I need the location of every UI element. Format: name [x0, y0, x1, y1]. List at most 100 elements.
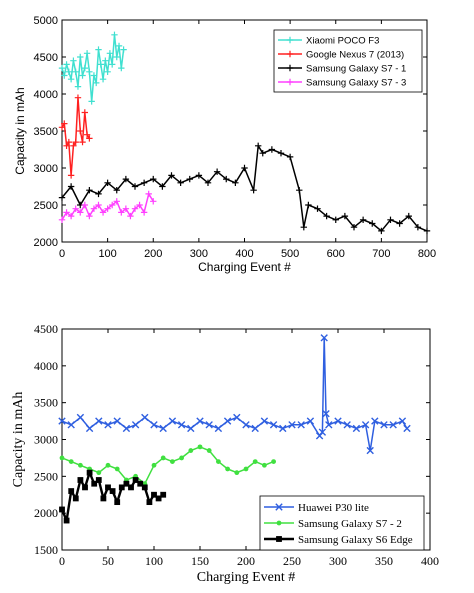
chart-2-series-2-point	[271, 459, 276, 464]
chart-2-series-1-point	[104, 421, 112, 429]
chart-2-series-2-point	[197, 444, 203, 450]
chart-1-series-2-point	[79, 138, 86, 146]
chart-2-series-3-point	[137, 480, 144, 487]
chart-1-series-3-point	[150, 175, 157, 183]
chart-2-capacity-line-chart: 0 50 100 150 200 250 300 350 400 1500 2000 2500 3000…	[11, 322, 439, 585]
chart-2-y-tick-label: 2500	[34, 469, 58, 483]
chart-1-series-1-point	[77, 53, 84, 61]
chart-1-series-4-point	[72, 205, 79, 212]
chart-2-series-1-point	[131, 421, 140, 429]
chart-1-series-1-point	[104, 68, 111, 75]
chart-1-series-1-point	[113, 53, 120, 61]
chart-1-x-tick-label: 500	[281, 248, 299, 260]
chart-1-ticks: 0 100 200 300 400 500 600 700 800 2000 2500 3000 350…	[34, 15, 437, 260]
chart-1-series-1-point	[72, 68, 79, 75]
chart-2-series-1-point	[380, 421, 388, 429]
chart-1-y-tick-label: 2000	[34, 237, 58, 249]
chart-1-series-3-point	[314, 205, 321, 212]
chart-2-series-1-point	[260, 417, 269, 425]
chart-2-y-tick-label: 4000	[34, 359, 58, 373]
chart-2-series-3-point	[59, 506, 65, 513]
chart-2-x-tick-label: 150	[191, 554, 209, 568]
chart-1-series-1-point	[93, 79, 100, 87]
chart-1-series-4-point	[95, 201, 102, 209]
chart-1-series-3-point	[104, 179, 111, 186]
chart-1-series-2-point	[61, 120, 68, 127]
chart-1-series-3-point	[359, 216, 367, 223]
chart-2-series-3-point	[105, 484, 111, 491]
chart-1-series-4-point	[127, 212, 134, 220]
chart-1-series-1-point	[120, 46, 127, 53]
chart-2-series-1-point	[76, 413, 85, 422]
chart-1-series-3-point	[396, 220, 403, 227]
chart-1-series-4-point	[90, 205, 98, 212]
chart-2-series-1-point	[322, 410, 330, 418]
chart-1-series-1-point	[74, 83, 82, 90]
chart-2-y-tick-label: 2000	[34, 506, 58, 520]
chart-1-series-1-point	[90, 72, 98, 79]
chart-1-series-3-point	[350, 224, 358, 231]
chart-2-series-2-point	[114, 466, 120, 472]
chart-1-series-1-point	[81, 64, 89, 72]
chart-1-series-4-point	[99, 209, 107, 216]
chart-2-series-1-point	[251, 424, 259, 433]
chart-1-series-1-point	[118, 64, 125, 72]
chart-2-series-2-point	[78, 462, 83, 468]
chart-1-series-4-point	[58, 216, 66, 223]
chart-2-series-3-point	[82, 484, 88, 491]
chart-1-series-3-point	[186, 175, 193, 183]
chart-2-series-1-point	[297, 421, 305, 429]
chart-1-series-3-point	[113, 187, 120, 194]
chart-1-y-tick-label: 5000	[34, 15, 58, 27]
chart-2-series-1-point	[168, 417, 177, 425]
chart-2-ticks: 0 50 100 150 200 250 300 350 400 1500 2000 2500 3000…	[34, 322, 439, 568]
chart-2-series-1-point	[389, 421, 397, 429]
chart-2-series-2-point	[225, 466, 231, 472]
chart-2-y-tick-label: 3000	[34, 433, 58, 447]
chart-2-series-1-point	[85, 424, 94, 433]
chart-1-series-1-point	[111, 31, 118, 38]
chart-1-series-4-point	[136, 201, 143, 209]
chart-1-y-tick-label: 4000	[34, 89, 58, 101]
chart-1-series-3-point	[254, 142, 262, 149]
chart-1-series-2-point	[65, 138, 73, 146]
chart-2-series-1-point	[159, 424, 167, 433]
chart-1-series-3-point	[67, 183, 75, 190]
chart-2-series-1-point	[223, 417, 232, 425]
chart-2-y-axis-label: Capacity in mAh	[11, 392, 26, 488]
chart-1-series-1-point	[83, 50, 91, 57]
chart-2-series-3-point	[63, 517, 70, 524]
chart-1-series-4-point	[108, 201, 116, 209]
chart-2-series-2-point	[160, 455, 166, 461]
chart-1-series-2-point	[81, 109, 89, 116]
chart-1-series-3-point	[259, 150, 266, 157]
chart-1-series-3-point	[223, 175, 230, 183]
chart-1-x-tick-label: 400	[235, 248, 253, 260]
chart-1-series-2-point	[86, 135, 93, 142]
chart-1-series-4-point	[81, 201, 89, 209]
chart-2-x-tick-label: 0	[59, 554, 65, 568]
chart-1-series-4-point	[150, 198, 157, 205]
chart-1-series-2-point	[74, 94, 82, 101]
chart-2-series-2-point	[243, 466, 249, 472]
chart-1-series-1-point	[61, 72, 68, 79]
chart-1-series-3-point	[86, 187, 93, 194]
chart-2-series-3-point	[118, 484, 125, 491]
chart-1-series-2-point	[83, 131, 91, 138]
chart-1-series-2-point	[58, 124, 66, 131]
chart-2-legend: Huawei P30 lite Samsung Galaxy S7 - 2 Sams…	[259, 495, 425, 551]
chart-1-series-3-point	[58, 194, 66, 201]
chart-2-series-1-point	[320, 334, 328, 342]
chart-2-series-3-point	[91, 480, 98, 487]
chart-1-series-3-point	[122, 175, 130, 183]
chart-1-series-1-point	[115, 42, 123, 50]
chart-1-legend-marker	[286, 36, 294, 44]
chart-2-series-1-point	[150, 421, 158, 429]
chart-1-legend-label: Google Nexus 7 (2013)	[306, 49, 404, 60]
chart-1-legend-label: Samsung Galaxy S7 - 1	[306, 63, 406, 74]
chart-2-series-1-point	[334, 417, 342, 425]
chart-2-series-2-point	[179, 455, 185, 461]
chart-2-series-3-point	[146, 499, 153, 506]
chart-2-series-3	[59, 469, 167, 524]
